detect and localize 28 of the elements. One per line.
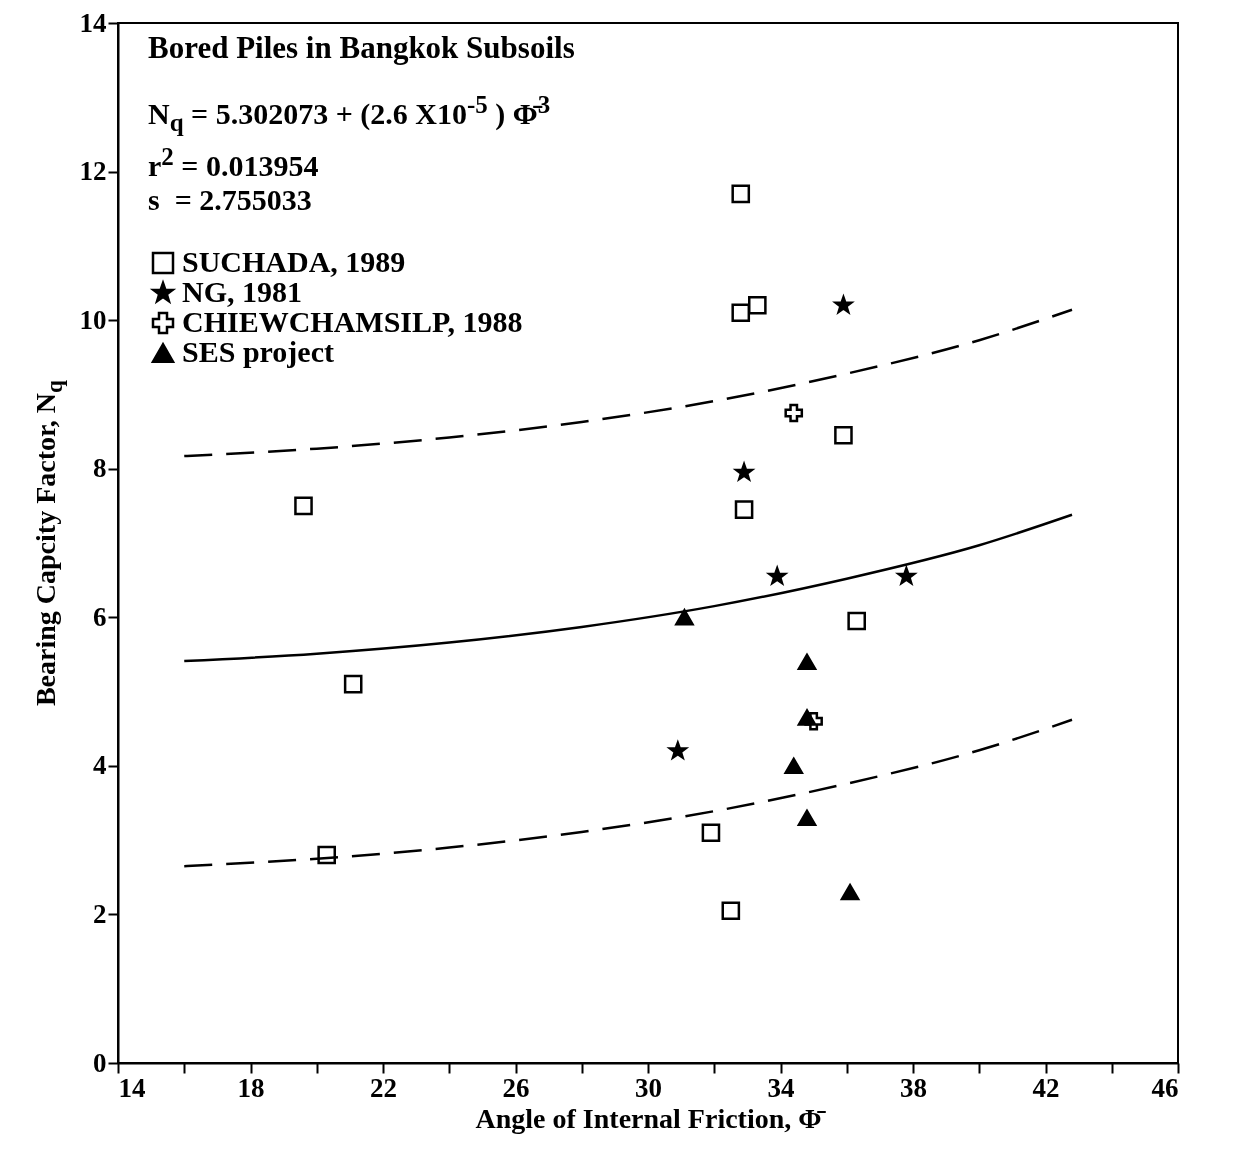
y-tick-label: 6 [93, 601, 107, 632]
x-tick-label: 22 [370, 1072, 397, 1103]
x-tick-label: 38 [900, 1072, 927, 1103]
annotation: N$_{q}$ = 5.302073 + (2.6 X10$^{-5}$ ) Φ̄$^{3}$ [148, 90, 552, 138]
line-series [183, 513, 1074, 663]
x-tick-label: 26 [502, 1072, 530, 1103]
chart-title: Bored Piles in Bangkok Subsoils [148, 30, 575, 66]
y-tick-label: 0 [93, 1047, 107, 1078]
y-tick-label: 10 [79, 304, 107, 335]
legend-label: NG, 1981 [182, 275, 302, 308]
legend-label: SES project [182, 335, 334, 368]
y-tick-label: 12 [79, 156, 107, 187]
y-tick-label: 14 [79, 7, 107, 38]
x-tick-label: 14 [118, 1072, 146, 1103]
annotation: r$^{2}$ = 0.013954 [148, 142, 320, 183]
x-tick-label: 34 [767, 1072, 795, 1103]
legend-label: SUCHADA, 1989 [182, 245, 406, 278]
x-tick-label: 42 [1032, 1072, 1060, 1103]
line-series [183, 718, 1074, 868]
y-tick-label: 4 [93, 750, 107, 781]
line-series [183, 308, 1074, 458]
x-tick-label: 46 [1151, 1072, 1179, 1103]
x-axis-title: Angle of Internal Friction, Φ̄ [475, 1102, 827, 1134]
y-tick-label: 2 [93, 898, 107, 929]
x-tick-label: 18 [237, 1072, 265, 1103]
annotation: s = 2.755033 [148, 183, 313, 217]
x-tick-label: 30 [635, 1072, 662, 1103]
y-tick-label: 8 [93, 453, 107, 484]
